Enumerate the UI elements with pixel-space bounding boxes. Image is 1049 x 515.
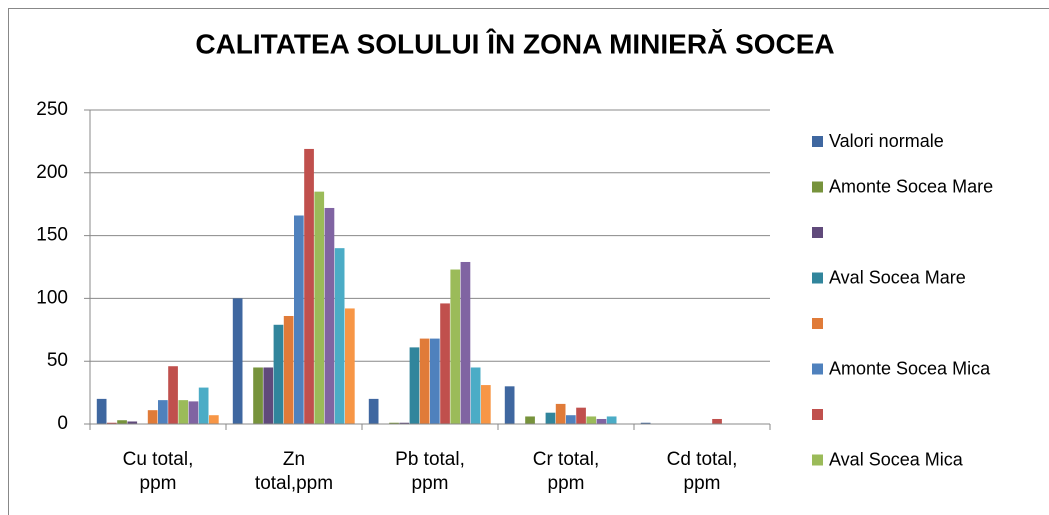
bar bbox=[273, 324, 284, 424]
legend-swatch bbox=[812, 409, 823, 420]
x-tick-label: Cu total, ppm bbox=[122, 449, 194, 494]
x-tick-label: Zn total,ppm bbox=[254, 449, 334, 494]
bar bbox=[117, 420, 127, 424]
legend-swatch bbox=[812, 363, 823, 375]
bar bbox=[107, 422, 117, 424]
bar bbox=[555, 403, 566, 424]
legend-swatch bbox=[812, 454, 823, 466]
bar bbox=[168, 366, 178, 424]
x-tick-label: Cd total, ppm bbox=[666, 449, 738, 494]
bar bbox=[440, 303, 450, 424]
bar bbox=[450, 269, 461, 424]
bar bbox=[525, 416, 535, 424]
y-tick-label: 250 bbox=[36, 99, 68, 120]
bar bbox=[470, 367, 481, 424]
chart-title: CALITATEA SOLULUI ÎN ZONA MINIERĂ SOCEA bbox=[195, 28, 834, 59]
bar bbox=[399, 422, 410, 424]
y-tick-label: 150 bbox=[36, 225, 68, 246]
bar bbox=[304, 148, 314, 424]
bar bbox=[263, 367, 274, 424]
bar bbox=[586, 416, 597, 424]
bar bbox=[368, 398, 379, 424]
bar bbox=[640, 422, 651, 424]
bar bbox=[345, 308, 355, 424]
bar bbox=[324, 207, 335, 424]
bar bbox=[576, 407, 586, 424]
legend-swatch bbox=[812, 136, 823, 147]
bar bbox=[158, 400, 168, 424]
bar bbox=[314, 191, 325, 424]
x-tick-label: Cr total, ppm bbox=[532, 449, 600, 494]
bar bbox=[504, 386, 515, 424]
legend-label: Valori normale bbox=[829, 131, 944, 151]
bar bbox=[127, 421, 138, 424]
bar bbox=[147, 410, 158, 424]
bar bbox=[209, 415, 219, 424]
bar bbox=[545, 412, 556, 424]
legend-swatch bbox=[812, 227, 823, 238]
y-tick-label: 50 bbox=[47, 350, 68, 371]
y-tick-label: 100 bbox=[36, 287, 68, 308]
bar bbox=[419, 338, 430, 424]
bar bbox=[460, 261, 471, 424]
bar bbox=[178, 400, 189, 424]
y-tick-label: 0 bbox=[57, 413, 68, 434]
bar bbox=[188, 401, 199, 424]
bar bbox=[232, 298, 243, 424]
bar bbox=[283, 315, 294, 424]
bar bbox=[198, 387, 209, 424]
legend-label: Amonte Socea Mica bbox=[829, 358, 991, 378]
legend-swatch bbox=[812, 181, 823, 193]
bar bbox=[481, 385, 491, 424]
bar bbox=[430, 338, 440, 424]
x-tick-label: Pb total, ppm bbox=[395, 449, 465, 494]
bar bbox=[96, 398, 107, 424]
bar bbox=[389, 422, 399, 424]
bar bbox=[409, 347, 420, 424]
legend-swatch bbox=[812, 272, 823, 284]
bar bbox=[334, 248, 345, 424]
bar bbox=[294, 215, 304, 424]
legend-swatch bbox=[812, 318, 823, 329]
legend-label: Aval Socea Mica bbox=[829, 449, 964, 469]
legend-label: Amonte Socea Mare bbox=[829, 176, 993, 196]
bar bbox=[253, 367, 263, 424]
bar bbox=[596, 418, 607, 424]
bar bbox=[566, 415, 576, 424]
y-tick-label: 200 bbox=[36, 162, 68, 183]
bar bbox=[606, 416, 617, 424]
bar bbox=[712, 418, 722, 424]
legend-label: Aval Socea Mare bbox=[829, 267, 966, 287]
